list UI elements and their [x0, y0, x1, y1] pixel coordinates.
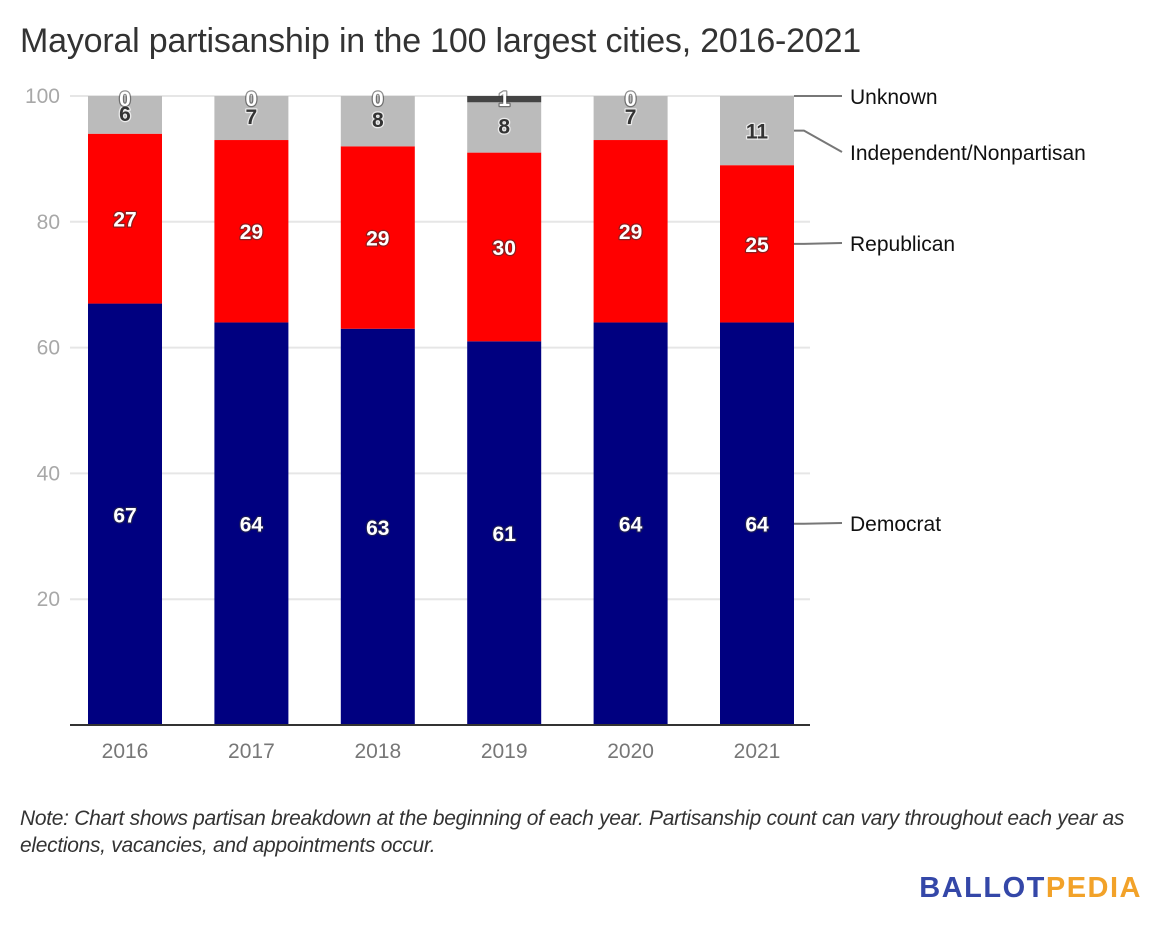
bar-republican-2018	[340, 146, 415, 329]
value-label-independent-nonpartisan-2018: 8	[372, 109, 384, 132]
chart-title: Mayoral partisanship in the 100 largest …	[20, 22, 861, 60]
bar-democrat-2020	[593, 322, 668, 725]
x-tick-label-2016: 2016	[102, 740, 149, 763]
value-label-unknown-2020: 0	[625, 88, 637, 111]
bar-democrat-2019	[467, 341, 542, 725]
logo-part-pedia: PEDIA	[1045, 872, 1142, 904]
value-label-republican-2016: 27	[113, 209, 136, 232]
bar-democrat-2021	[720, 322, 794, 725]
x-tick-label-2020: 2020	[607, 740, 654, 763]
bar-democrat-2017	[214, 322, 289, 725]
value-label-democrat-2016: 67	[113, 504, 136, 527]
value-label-unknown-2018: 0	[372, 88, 384, 111]
x-tick-label-2019: 2019	[481, 740, 528, 763]
y-axis-ticks: 20 40 60 80 100	[25, 85, 60, 611]
y-tick-label-20: 20	[37, 588, 60, 611]
bar-unknown-2019	[467, 96, 542, 103]
legend: Democrat Republican Independent/Nonpartisa…	[794, 86, 1086, 536]
legend-label-unknown: Unknown	[850, 86, 938, 109]
gridlines	[70, 95, 810, 601]
legend-label-democrat: Democrat	[850, 513, 941, 536]
x-tick-label-2021: 2021	[734, 740, 781, 763]
value-label-independent-nonpartisan-2017: 7	[246, 106, 258, 129]
bar-independent-nonpartisan-2019	[467, 102, 542, 153]
value-label-democrat-2017: 64	[240, 514, 264, 537]
value-label-democrat-2019: 61	[493, 523, 517, 546]
legend-connector-democrat	[794, 522, 843, 525]
y-tick-label-60: 60	[37, 337, 60, 360]
value-label-republican-2017: 29	[240, 221, 263, 244]
y-tick-label-100: 100	[25, 85, 60, 108]
bar-independent-nonpartisan-2017	[214, 96, 289, 141]
bar-republican-2019	[467, 152, 542, 342]
bar-republican-2017	[214, 140, 289, 323]
x-tick-label-2018: 2018	[354, 740, 401, 763]
value-label-republican-2020: 29	[619, 221, 642, 244]
value-label-democrat-2018: 63	[366, 517, 389, 540]
value-label-independent-nonpartisan-2021: 11	[746, 121, 769, 144]
legend-label-independent-nonpartisan: Independent/Nonpartisan	[850, 142, 1086, 165]
value-label-unknown-2016: 0	[119, 88, 131, 111]
bar-democrat-2016	[88, 303, 162, 725]
bar-independent-nonpartisan-2016	[88, 96, 162, 134]
value-label-independent-nonpartisan-2016: 6	[119, 103, 131, 126]
legend-connector-independent-nonpartisan	[794, 129, 843, 153]
value-label-republican-2021: 25	[745, 234, 769, 257]
ballotpedia-logo: BALLOTPEDIA	[919, 872, 1142, 905]
value-label-unknown-2019: 1	[498, 88, 510, 111]
bar-independent-nonpartisan-2018	[340, 96, 415, 147]
value-label-unknown-2017: 0	[246, 88, 258, 111]
value-label-democrat-2020: 64	[619, 514, 643, 537]
chart-note: Note: Chart shows partisan breakdown at …	[20, 807, 1125, 857]
legend-connector-republican	[794, 242, 843, 245]
value-label-democrat-2021: 64	[745, 514, 769, 537]
bar-republican-2016	[88, 133, 162, 304]
bar-independent-nonpartisan-2021	[720, 96, 794, 166]
value-label-independent-nonpartisan-2020: 7	[625, 106, 637, 129]
y-tick-label-80: 80	[37, 211, 60, 234]
x-tick-label-2017: 2017	[228, 740, 275, 763]
x-axis-ticks: 2016 2017 2018 2019 2020 2021	[102, 740, 781, 763]
bars	[88, 96, 794, 725]
value-label-republican-2018: 29	[366, 228, 389, 251]
bar-republican-2020	[593, 140, 668, 323]
bar-republican-2021	[720, 165, 794, 323]
logo-part-ballot: BALLOT	[919, 872, 1046, 904]
value-label-independent-nonpartisan-2019: 8	[498, 115, 510, 138]
bar-democrat-2018	[340, 328, 415, 725]
value-label-republican-2019: 30	[493, 237, 516, 260]
bar-independent-nonpartisan-2020	[593, 96, 668, 141]
y-tick-label-40: 40	[37, 462, 60, 485]
legend-label-republican: Republican	[850, 233, 955, 256]
